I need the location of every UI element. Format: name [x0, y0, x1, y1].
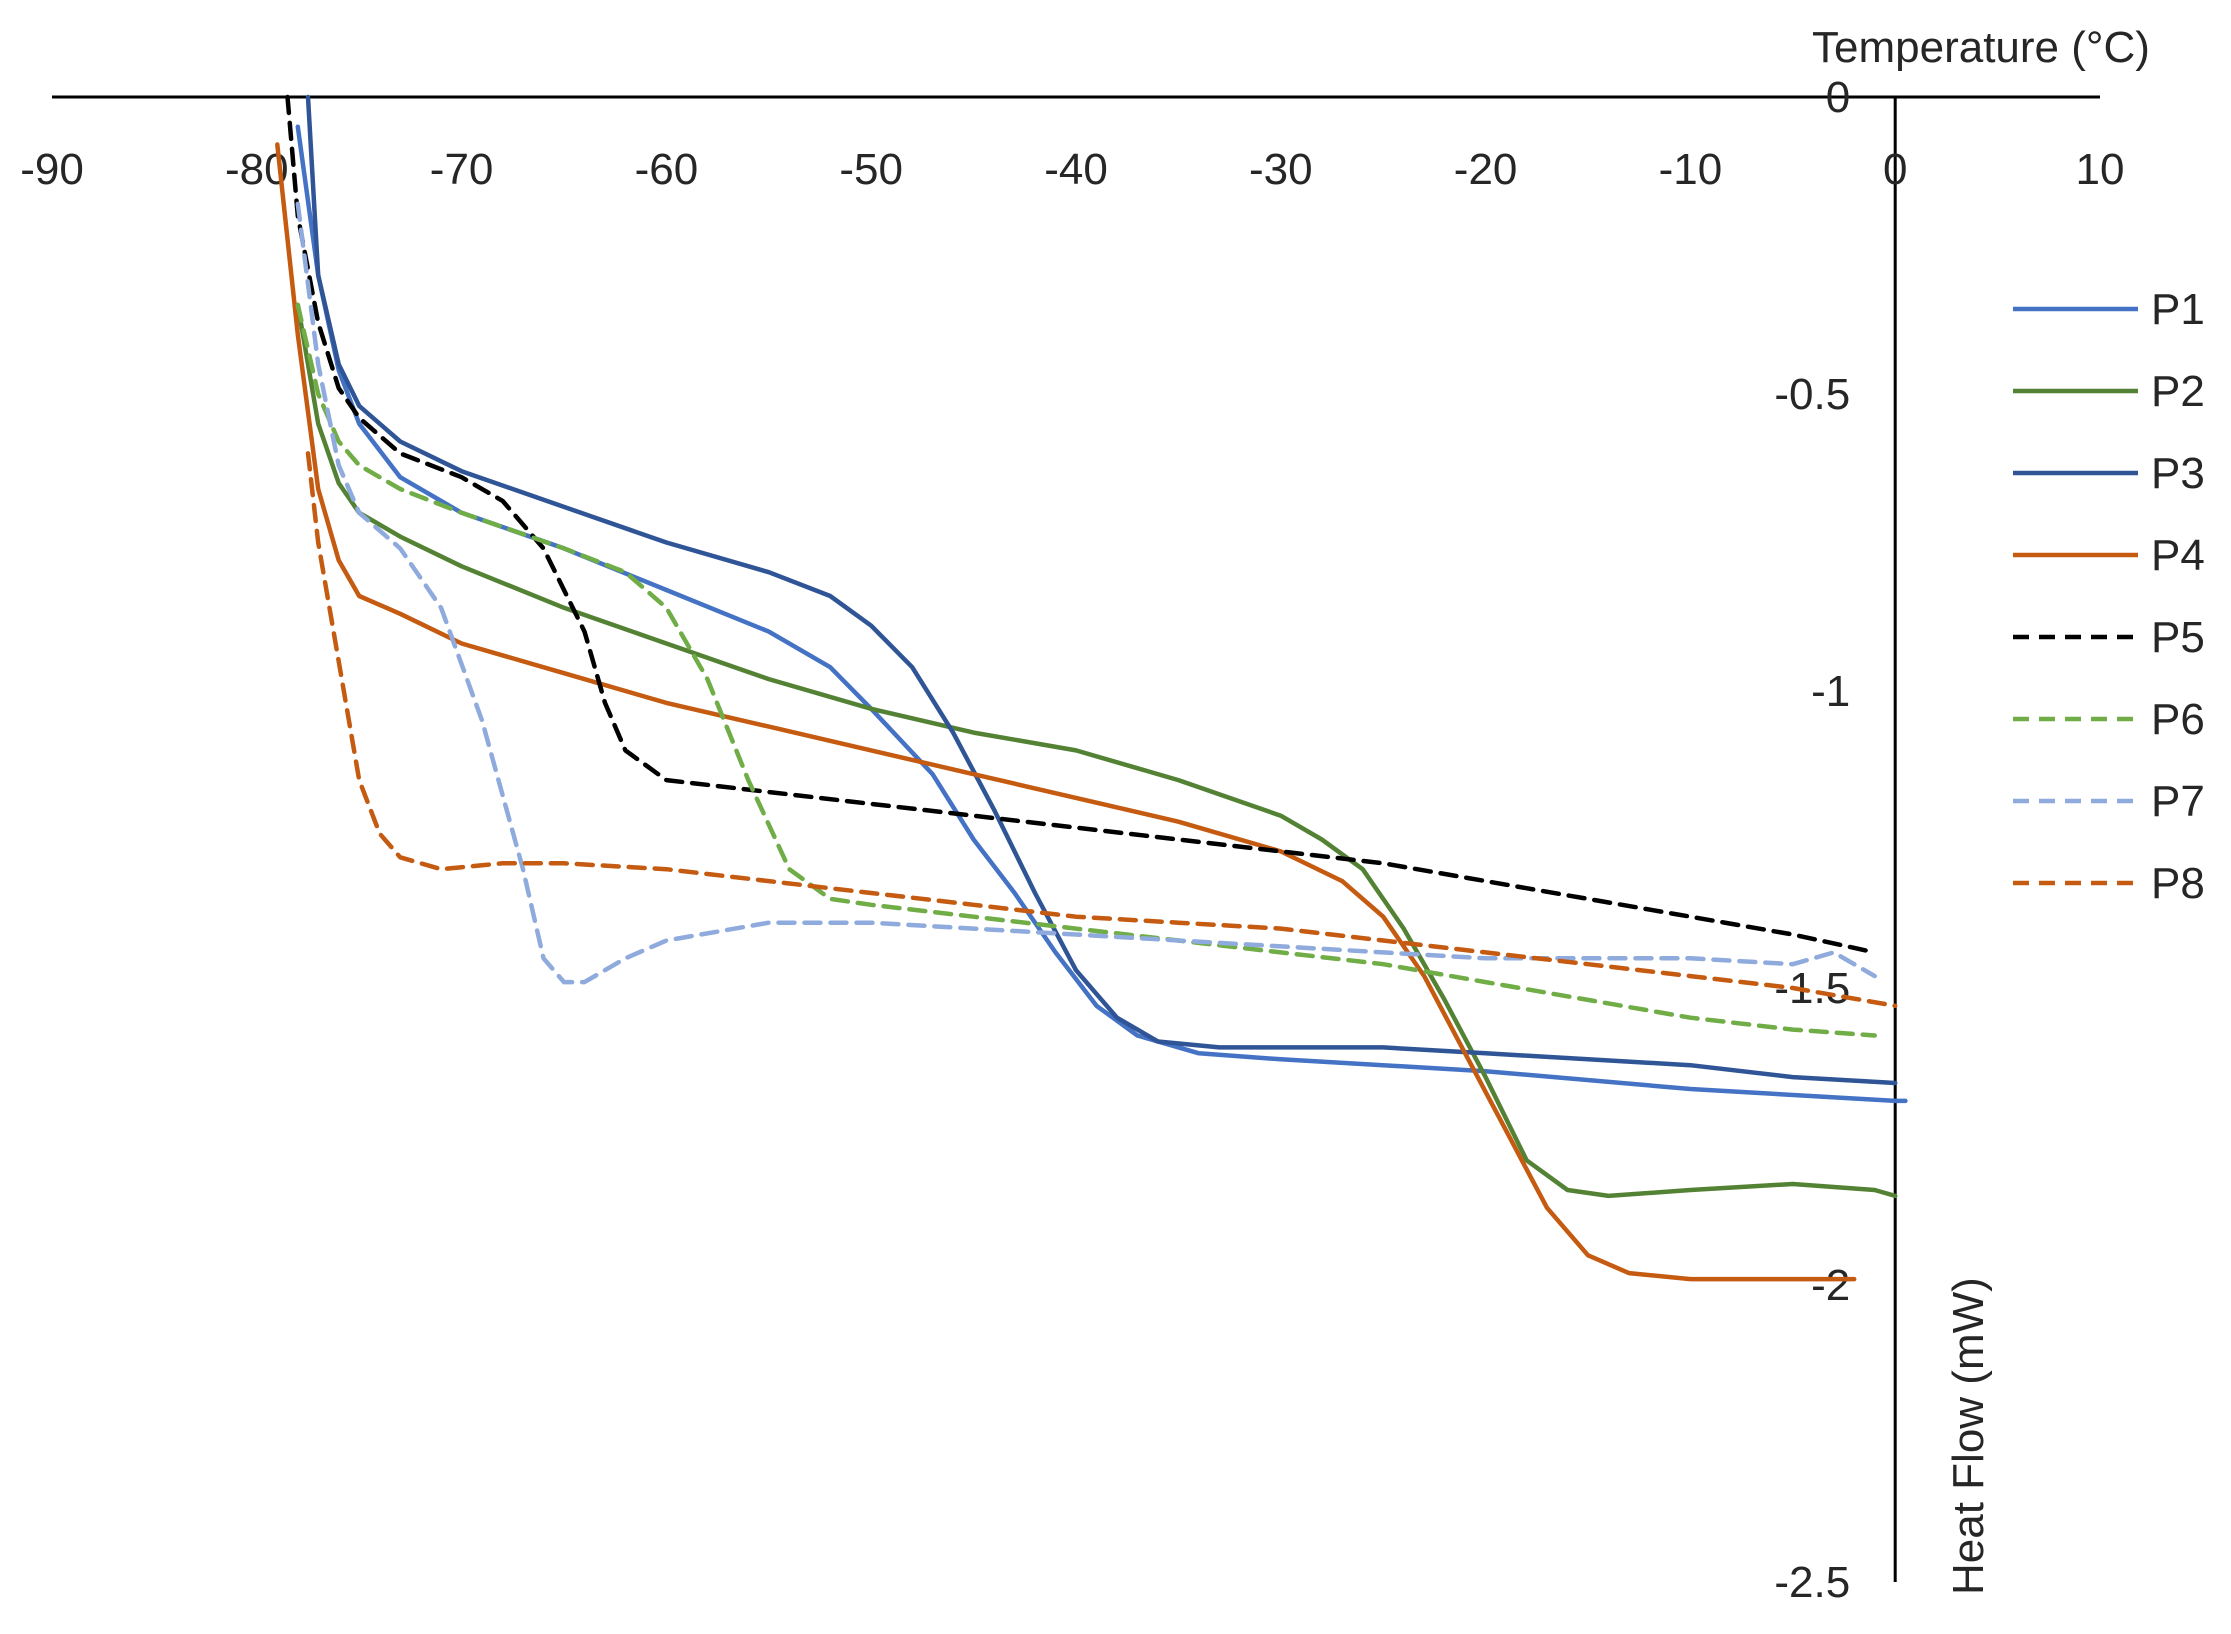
y-tick-labels: 0 -0.5 -1 -1.5 -2 -2.5	[1774, 73, 1850, 1607]
y-tick-label: -2	[1811, 1261, 1850, 1310]
y-tick-label: 0	[1826, 73, 1850, 122]
x-tick-label: 0	[1883, 145, 1907, 194]
axes	[52, 95, 2100, 1582]
legend-label: P3	[2151, 449, 2205, 498]
x-tick-label: -60	[635, 145, 699, 194]
x-tick-labels: -90 -80 -70 -60 -50 -40 -30 -20 -10 0 10	[20, 145, 2124, 194]
x-tick-label: -40	[1044, 145, 1108, 194]
legend-label: P5	[2151, 613, 2205, 662]
legend-item-p8: P8	[2013, 859, 2205, 908]
y-tick-label: -1.5	[1774, 964, 1850, 1013]
series-line-p4	[275, 142, 1857, 1282]
legend-item-p5: P5	[2013, 613, 2205, 662]
legend-label: P6	[2151, 695, 2205, 744]
series-line-p5	[285, 94, 1877, 955]
y-tick-label: -0.5	[1774, 370, 1850, 419]
x-tick-label: -10	[1659, 145, 1723, 194]
legend-label: P8	[2151, 859, 2205, 908]
x-tick-label: -70	[430, 145, 494, 194]
legend-item-p6: P6	[2013, 695, 2205, 744]
legend-item-p2: P2	[2013, 367, 2205, 416]
legend-item-p7: P7	[2013, 777, 2205, 826]
x-tick-label: -90	[20, 145, 84, 194]
legend-item-p3: P3	[2013, 449, 2205, 498]
y-axis-title: Heat Flow (mW)	[1944, 1277, 1993, 1595]
series-line-p1	[295, 124, 1908, 1104]
legend-label: P4	[2151, 531, 2205, 580]
y-tick-label: -1	[1811, 667, 1850, 716]
y-tick-label: -2.5	[1774, 1558, 1850, 1607]
legend-item-p4: P4	[2013, 531, 2205, 580]
legend-label: P1	[2151, 285, 2205, 334]
x-tick-label: -50	[839, 145, 903, 194]
x-axis-title: Temperature (°C)	[1812, 23, 2150, 72]
legend: P1 P2 P3 P4 P5 P6 P7 P8	[2013, 285, 2205, 908]
series-line-p6	[295, 302, 1877, 1038]
series-line-p7	[295, 201, 1877, 985]
series-line-p3	[305, 94, 1898, 1086]
x-tick-label: 10	[2076, 145, 2125, 194]
series-lines	[275, 94, 1908, 1282]
legend-label: P7	[2151, 777, 2205, 826]
legend-item-p1: P1	[2013, 285, 2205, 334]
x-tick-label: -20	[1454, 145, 1518, 194]
legend-label: P2	[2151, 367, 2205, 416]
series-line-p8	[305, 451, 1898, 1009]
x-tick-label: -30	[1249, 145, 1313, 194]
series-line-p2	[295, 302, 1898, 1199]
